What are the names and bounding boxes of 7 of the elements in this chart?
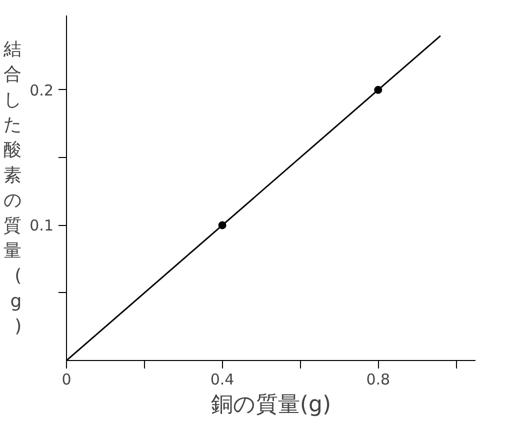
x-tick-label: 0.4 (210, 370, 234, 388)
x-tick-label: 0.8 (366, 370, 390, 388)
x-tick-label: 0 (62, 370, 72, 388)
text: 結合した酸素の質量(g) (4, 38, 22, 338)
x-axis-title: 銅の質量(g) (210, 392, 332, 418)
y-tick-label: 0.2 (30, 81, 54, 100)
y-tick-label: 0.1 (30, 216, 54, 235)
